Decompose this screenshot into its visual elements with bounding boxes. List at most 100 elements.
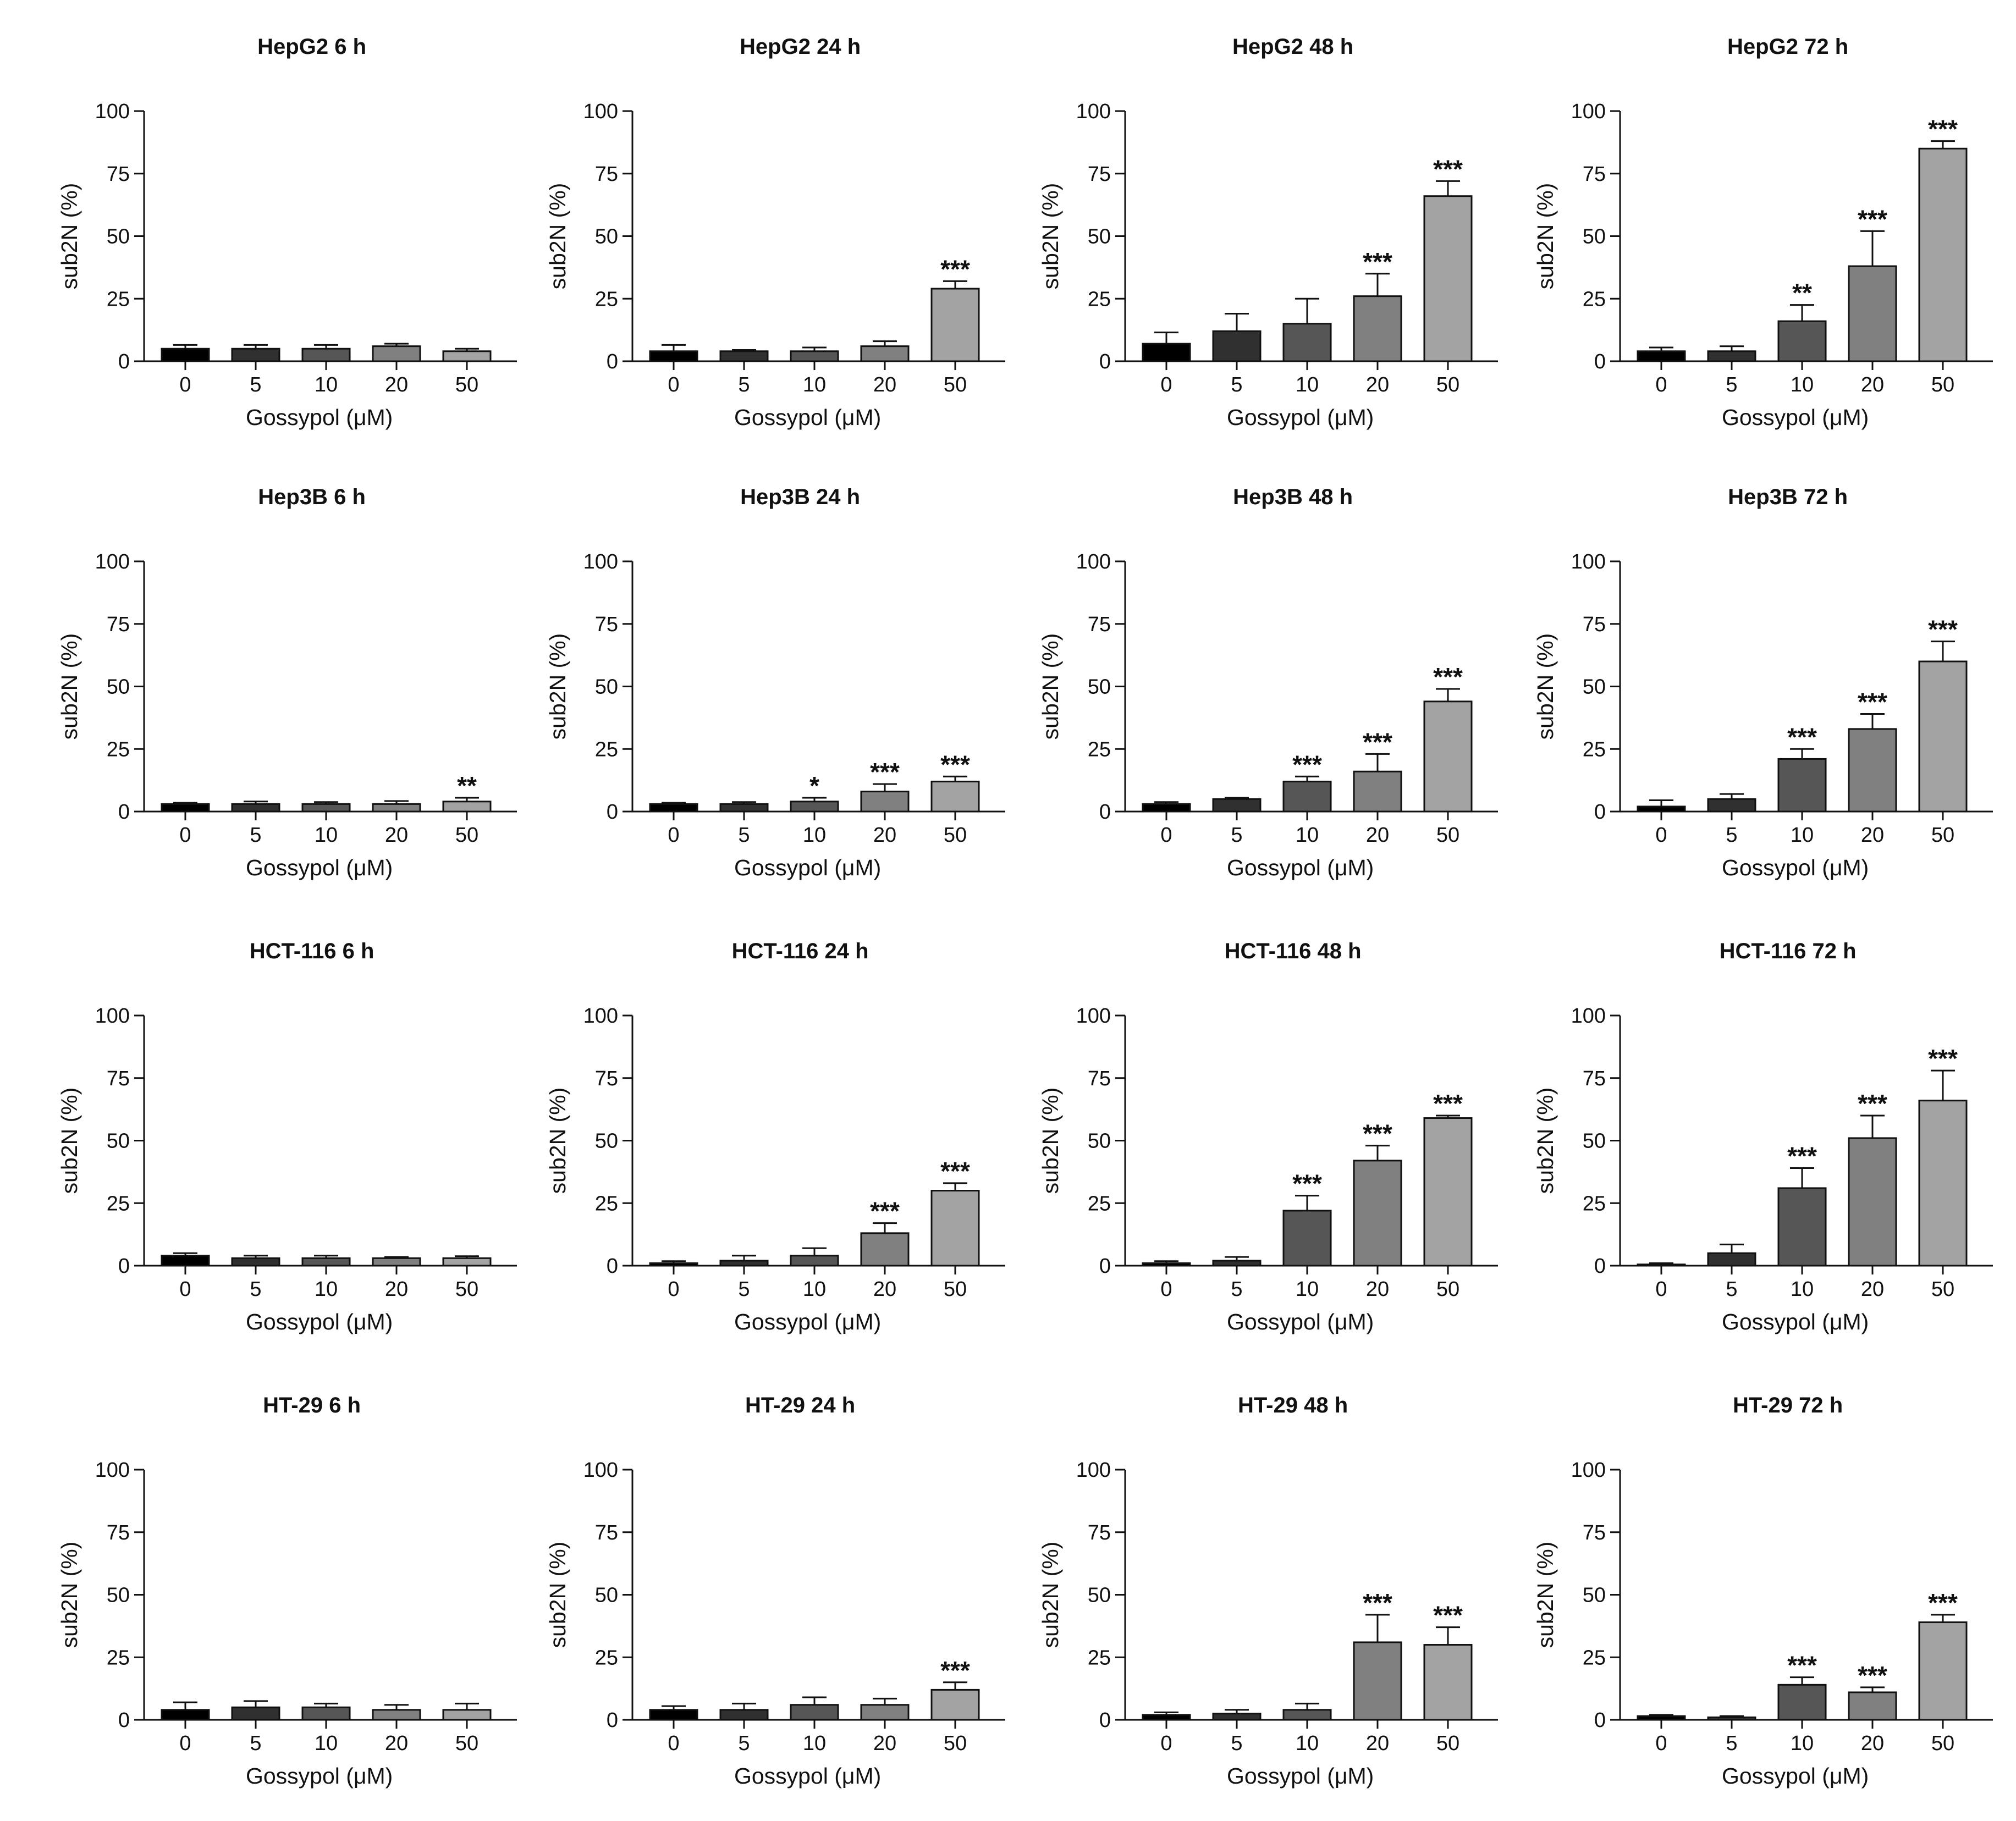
x-tick-label: 0	[179, 373, 191, 396]
y-axis-label: sub2N (%)	[1533, 633, 1558, 740]
x-tick-label: 50	[1931, 373, 1954, 396]
x-tick-label: 5	[250, 1732, 261, 1755]
y-tick-label: 25	[595, 1192, 618, 1215]
significance-label: **	[457, 771, 477, 800]
y-tick-label: 50	[1088, 1130, 1111, 1153]
chart-title: HCT-116 24 h	[732, 939, 869, 963]
bar	[1353, 1160, 1402, 1267]
y-tick-label: 50	[1088, 225, 1111, 249]
y-tick-label: 0	[607, 801, 618, 824]
significance-label: ***	[1787, 1142, 1817, 1171]
y-tick-label: 50	[595, 1584, 618, 1607]
chart-title: HepG2 24 h	[740, 35, 861, 59]
y-tick-label: 50	[107, 1584, 130, 1607]
y-axis-label: sub2N (%)	[545, 1542, 570, 1648]
x-axis-label: Gossypol (μM)	[1722, 855, 1869, 880]
y-tick-label: 50	[107, 1130, 130, 1153]
y-tick-label: 50	[107, 676, 130, 699]
y-tick-label: 25	[595, 738, 618, 761]
y-tick-label: 25	[107, 738, 130, 761]
chart-panel: HCT-116 48 h 0 25 50 75 100 sub2N (%) 0 5 10 *** 20…	[1038, 939, 1498, 1334]
chart-title: Hep3B 72 h	[1728, 485, 1848, 509]
x-tick-label: 0	[668, 1732, 679, 1755]
y-tick-label: 75	[1583, 1521, 1606, 1544]
bar	[1212, 330, 1262, 362]
y-tick-label: 75	[1088, 1067, 1111, 1090]
y-tick-label: 25	[1583, 1646, 1606, 1669]
x-axis-label: Gossypol (μM)	[734, 405, 881, 430]
y-tick-label: 25	[1088, 288, 1111, 311]
y-tick-label: 100	[1571, 1459, 1606, 1482]
y-tick-label: 50	[1088, 1584, 1111, 1607]
bar	[1212, 798, 1262, 813]
bar	[1777, 320, 1827, 362]
bar	[231, 347, 280, 362]
bar	[860, 1232, 910, 1267]
x-axis-label: Gossypol (μM)	[1227, 1763, 1374, 1789]
x-tick-label: 20	[873, 1278, 896, 1301]
y-tick-label: 75	[1088, 1521, 1111, 1544]
chart-panel: Hep3B 24 h 0 25 50 75 100 sub2N (%) 0 5 10 * 20 *** 5…	[545, 485, 1005, 880]
y-tick-label: 50	[595, 676, 618, 699]
x-tick-label: 5	[1231, 824, 1242, 847]
x-tick-label: 10	[1791, 1278, 1814, 1301]
bar	[930, 1688, 980, 1721]
x-tick-label: 10	[1296, 1732, 1319, 1755]
x-tick-label: 20	[385, 373, 408, 396]
bar	[231, 1257, 280, 1267]
significance-label: ***	[1433, 1601, 1463, 1630]
x-tick-label: 20	[1861, 1732, 1884, 1755]
x-tick-label: 5	[1231, 1732, 1242, 1755]
bar	[301, 347, 351, 362]
x-axis-label: Gossypol (μM)	[734, 1309, 881, 1334]
bar	[1848, 1137, 1897, 1267]
x-tick-label: 20	[1861, 824, 1884, 847]
chart-title: HepG2 48 h	[1232, 35, 1353, 59]
x-tick-label: 0	[179, 1732, 191, 1755]
bar	[649, 803, 698, 813]
x-tick-label: 20	[385, 1278, 408, 1301]
x-tick-label: 0	[1160, 1278, 1172, 1301]
x-tick-label: 0	[1655, 824, 1667, 847]
bar	[790, 350, 839, 362]
y-axis-label: sub2N (%)	[1038, 183, 1063, 290]
bar	[1848, 1691, 1897, 1721]
bar	[649, 1262, 698, 1267]
y-axis-label: sub2N (%)	[57, 633, 82, 740]
significance-label: ***	[1928, 115, 1958, 144]
chart-title: Hep3B 24 h	[740, 485, 860, 509]
bar	[1353, 1641, 1402, 1721]
y-tick-label: 0	[1099, 350, 1111, 373]
x-tick-label: 5	[250, 824, 261, 847]
x-tick-label: 50	[455, 824, 478, 847]
x-tick-label: 0	[668, 824, 679, 847]
chart-title: Hep3B 48 h	[1233, 485, 1353, 509]
x-tick-label: 20	[1366, 1732, 1389, 1755]
x-tick-label: 5	[1726, 824, 1737, 847]
y-tick-label: 0	[1594, 801, 1606, 824]
significance-label: ***	[1787, 1651, 1817, 1680]
significance-label: ***	[940, 255, 970, 283]
significance-label: ***	[1363, 247, 1392, 276]
y-tick-label: 0	[607, 1709, 618, 1732]
chart-title: HCT-116 6 h	[250, 939, 374, 963]
bar	[649, 350, 698, 362]
x-tick-label: 20	[1861, 373, 1884, 396]
y-tick-label: 25	[595, 1646, 618, 1669]
x-tick-label: 50	[944, 1278, 967, 1301]
bar	[1423, 195, 1473, 362]
x-tick-label: 5	[1726, 373, 1737, 396]
y-axis-label: sub2N (%)	[1038, 1542, 1063, 1648]
bar	[1423, 1117, 1473, 1267]
y-tick-label: 75	[595, 1521, 618, 1544]
y-tick-label: 0	[607, 1255, 618, 1278]
x-tick-label: 10	[803, 1732, 826, 1755]
y-axis-label: sub2N (%)	[1533, 183, 1558, 290]
y-tick-label: 75	[1583, 1067, 1606, 1090]
bar	[442, 1257, 492, 1267]
significance-label: *	[809, 771, 819, 800]
x-axis-label: Gossypol (μM)	[734, 1763, 881, 1789]
y-tick-label: 25	[1583, 288, 1606, 311]
bar	[1212, 1260, 1262, 1267]
x-tick-label: 0	[1160, 824, 1172, 847]
